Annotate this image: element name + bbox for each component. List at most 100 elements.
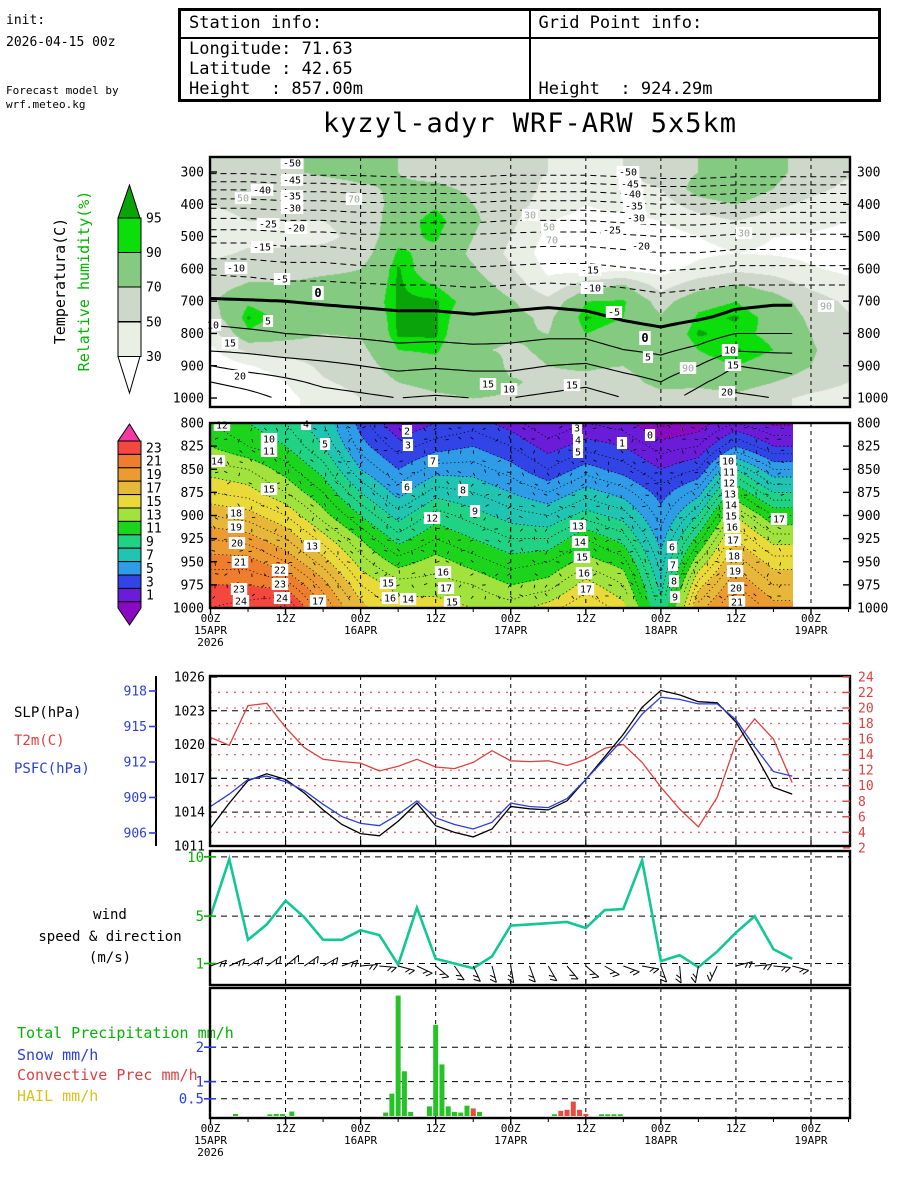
svg-text:909: 909: [124, 791, 147, 806]
svg-text:850: 850: [181, 463, 204, 478]
svg-text:2: 2: [404, 427, 410, 438]
init-datetime: 2026-04-15 00z: [6, 35, 116, 51]
svg-text:50: 50: [146, 316, 162, 331]
svg-text:21: 21: [146, 455, 162, 470]
svg-text:15: 15: [263, 485, 275, 496]
svg-text:2026: 2026: [197, 636, 224, 649]
svg-text:00Z: 00Z: [801, 1122, 821, 1135]
svg-text:875: 875: [857, 486, 880, 501]
svg-text:14: 14: [574, 538, 586, 549]
svg-text:-50: -50: [283, 159, 301, 170]
svg-text:14: 14: [211, 457, 223, 468]
svg-text:11: 11: [723, 468, 735, 479]
svg-text:12: 12: [723, 479, 735, 490]
svg-text:900: 900: [181, 509, 204, 524]
svg-text:906: 906: [124, 827, 147, 842]
svg-text:15: 15: [482, 380, 494, 391]
svg-text:13: 13: [146, 508, 162, 523]
svg-text:12Z: 12Z: [576, 612, 596, 625]
svg-text:975: 975: [857, 578, 880, 593]
svg-text:2: 2: [858, 841, 866, 856]
svg-text:17: 17: [580, 585, 592, 596]
svg-text:22: 22: [858, 686, 874, 701]
svg-text:19: 19: [146, 468, 162, 483]
svg-text:912: 912: [124, 756, 147, 771]
svg-text:1020: 1020: [174, 738, 205, 753]
svg-text:23: 23: [146, 441, 162, 456]
svg-text:3: 3: [574, 424, 580, 435]
svg-text:1: 1: [196, 1075, 204, 1091]
svg-text:800: 800: [857, 327, 880, 342]
svg-text:13: 13: [306, 542, 318, 553]
svg-text:6: 6: [404, 483, 410, 494]
svg-text:30: 30: [738, 229, 750, 240]
svg-text:12: 12: [216, 421, 228, 432]
svg-text:7: 7: [670, 561, 676, 572]
svg-text:1017: 1017: [174, 772, 205, 787]
svg-text:925: 925: [181, 532, 204, 547]
svg-text:00Z: 00Z: [801, 612, 821, 625]
svg-text:23: 23: [274, 580, 286, 591]
svg-text:17: 17: [312, 597, 324, 608]
wind-label-line1: wind: [93, 907, 127, 923]
svg-text:13: 13: [572, 522, 584, 533]
svg-text:5: 5: [265, 317, 271, 328]
svg-text:11: 11: [263, 447, 275, 458]
svg-text:5: 5: [645, 353, 651, 364]
svg-text:8: 8: [671, 577, 677, 588]
svg-text:4: 4: [303, 420, 309, 431]
svg-text:17: 17: [440, 584, 452, 595]
svg-text:915: 915: [124, 720, 147, 735]
svg-text:12Z: 12Z: [426, 1122, 446, 1135]
station-info-column: Station info: Longitude: 71.63 Latitude …: [181, 11, 529, 99]
station-info-header: Station info:: [181, 11, 529, 39]
svg-text:12Z: 12Z: [426, 612, 446, 625]
svg-text:10: 10: [207, 321, 219, 332]
svg-text:5: 5: [196, 909, 204, 925]
svg-text:21: 21: [234, 558, 246, 569]
svg-text:1026: 1026: [174, 670, 205, 685]
precipitation-bars: [210, 988, 850, 1118]
pressure-temperature-timeseries: [210, 676, 850, 846]
svg-text:-10: -10: [583, 284, 601, 295]
svg-text:5: 5: [322, 440, 328, 451]
svg-text:10: 10: [187, 850, 204, 866]
svg-text:9: 9: [472, 507, 478, 518]
svg-text:19APR: 19APR: [794, 1134, 827, 1147]
svg-text:15: 15: [224, 339, 236, 350]
svg-text:400: 400: [857, 198, 880, 213]
legend-psfc: PSFC(hPa): [14, 761, 90, 777]
svg-text:825: 825: [857, 440, 880, 455]
svg-text:900: 900: [181, 359, 204, 374]
svg-text:15: 15: [576, 553, 588, 564]
svg-text:50: 50: [237, 194, 249, 205]
svg-text:0: 0: [314, 286, 321, 300]
svg-text:950: 950: [857, 555, 880, 570]
svg-text:17APR: 17APR: [494, 624, 527, 637]
svg-text:800: 800: [857, 417, 880, 432]
svg-text:12Z: 12Z: [576, 1122, 596, 1135]
svg-text:1000: 1000: [173, 392, 204, 407]
svg-text:18APR: 18APR: [644, 1134, 677, 1147]
svg-text:6: 6: [669, 543, 675, 554]
svg-text:10: 10: [722, 457, 734, 468]
wind-label-line3: (m/s): [88, 950, 132, 967]
svg-text:17APR: 17APR: [494, 1134, 527, 1147]
svg-text:1014: 1014: [174, 806, 205, 821]
legend-hail: HAIL mm/h: [17, 1087, 99, 1105]
svg-text:15: 15: [446, 598, 458, 609]
svg-text:700: 700: [857, 295, 880, 310]
svg-text:20: 20: [721, 388, 733, 399]
svg-text:600: 600: [181, 262, 204, 277]
svg-text:16: 16: [578, 569, 590, 580]
svg-text:800: 800: [181, 327, 204, 342]
svg-text:918: 918: [124, 685, 147, 700]
svg-text:-50: -50: [619, 168, 637, 179]
svg-text:-5: -5: [276, 275, 288, 286]
svg-text:15: 15: [146, 495, 162, 510]
svg-text:3: 3: [405, 441, 411, 452]
wind-speed-timeseries: [210, 851, 850, 985]
panel1-contours: [210, 157, 849, 407]
svg-text:14: 14: [402, 595, 414, 606]
